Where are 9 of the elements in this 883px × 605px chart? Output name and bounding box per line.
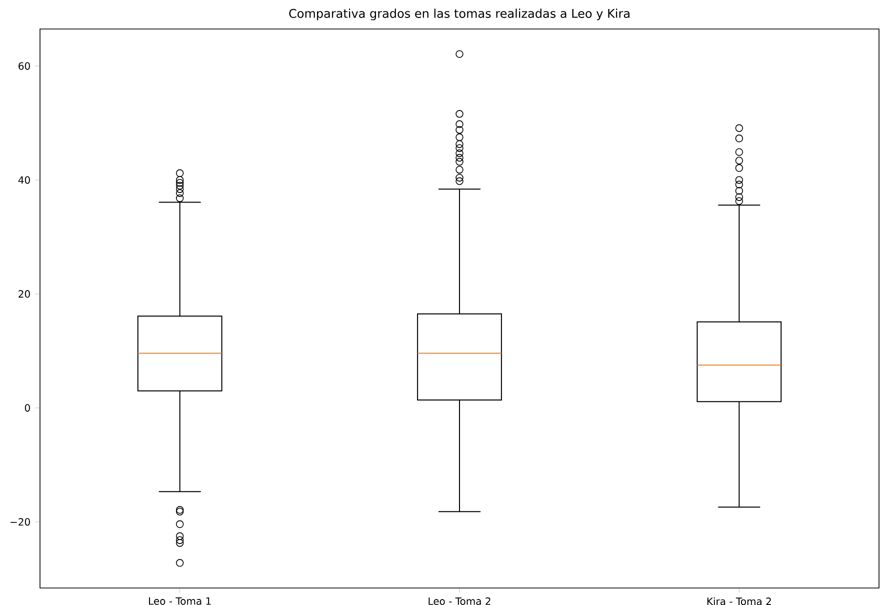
- y-tick-label: 60: [18, 62, 30, 70]
- y-tick-label: 0: [24, 404, 30, 412]
- y-tick-label: 20: [18, 290, 30, 298]
- x-tick-label: Leo - Toma 2: [428, 597, 490, 605]
- chart-title: Comparativa grados en las tomas realizadas a Leo y Kira: [289, 8, 630, 20]
- x-tick-label: Leo - Toma 1: [149, 597, 211, 605]
- y-tick-label: −20: [10, 518, 30, 526]
- y-tick-label: 40: [18, 176, 30, 184]
- x-tick-label: Kira - Toma 2: [707, 597, 771, 605]
